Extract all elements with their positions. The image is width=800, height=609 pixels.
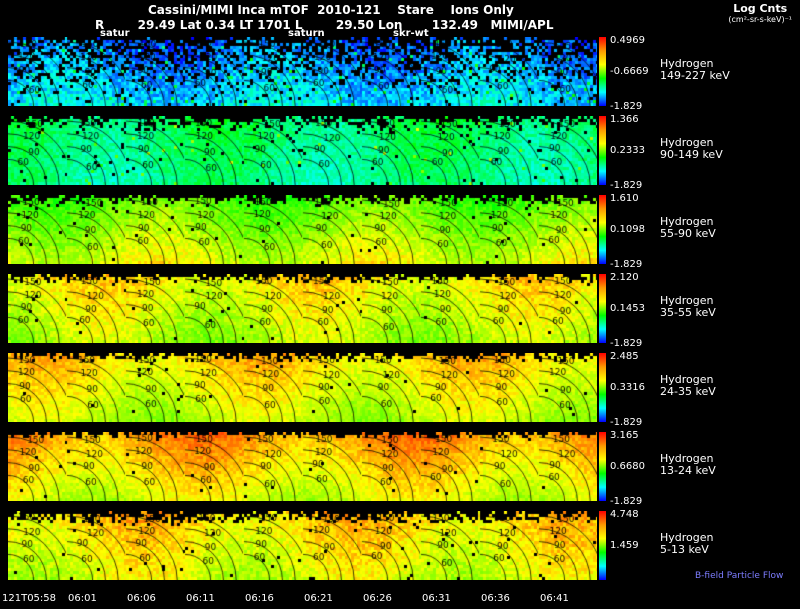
colorbar-max-label: 2.120 [610, 272, 639, 283]
colorbar-mid-label: -0.6669 [610, 66, 649, 77]
colorbar [599, 116, 606, 185]
energy-band-label: Hydrogen 90-149 keV [660, 136, 723, 161]
time-tick-label: 06:01 [68, 593, 97, 604]
colorbar-min-label: -1.829 [610, 496, 643, 507]
annotation-label: skr-wt [393, 28, 429, 39]
colorbar-max-label: 3.165 [610, 430, 639, 441]
time-tick-label: 06:26 [363, 593, 392, 604]
spectrogram-row-90-149-keV [8, 116, 597, 185]
colorbar-max-label: 4.748 [610, 509, 639, 520]
colorbar-units-title: Log Cnts (cm²-sr-s-keV)⁻¹ [728, 2, 792, 24]
energy-band-label: Hydrogen 35-55 keV [660, 294, 716, 319]
time-tick-label: 06:31 [422, 593, 451, 604]
colorbar-max-label: 2.485 [610, 351, 639, 362]
spectrogram-row-149-227-keV [8, 37, 597, 106]
energy-band-label: Hydrogen 5-13 keV [660, 531, 714, 556]
spectrogram-row-5-13-keV [8, 511, 597, 580]
time-tick-label: 06:16 [245, 593, 274, 604]
plot-title: Cassini/MIMI Inca mTOF 2010-121 Stare Io… [148, 3, 514, 17]
energy-band-label: Hydrogen 24-35 keV [660, 373, 716, 398]
ephemeris-line: R 29.49 Lat 0.34 LT 1701 L 29.50 Lon 132… [95, 18, 554, 32]
colorbar-mid-label: 0.3316 [610, 382, 645, 393]
colorbar-mid-label: 1.459 [610, 540, 639, 551]
time-tick-label: 121T05:58 [2, 593, 57, 604]
energy-band-label: Hydrogen 55-90 keV [660, 215, 716, 240]
energy-band-label: Hydrogen 149-227 keV [660, 57, 730, 82]
colorbar-min-label: -1.829 [610, 259, 643, 270]
spectrogram-row-55-90-keV [8, 195, 597, 264]
colorbar-min-label: -1.829 [610, 338, 643, 349]
colorbar [599, 353, 606, 422]
time-tick-label: 06:11 [186, 593, 215, 604]
energy-band-label: Hydrogen 13-24 keV [660, 452, 716, 477]
annotation-label: saturn [288, 28, 325, 39]
colorbar-min-label: -1.829 [610, 180, 643, 191]
colorbar [599, 37, 606, 106]
colorbar-max-label: 1.366 [610, 114, 639, 125]
colorbar [599, 432, 606, 501]
spectrogram-row-24-35-keV [8, 353, 597, 422]
time-tick-label: 06:06 [127, 593, 156, 604]
colorbar-mid-label: 0.1453 [610, 303, 645, 314]
colorbar-units-line2: (cm²-sr-s-keV)⁻¹ [728, 15, 792, 24]
time-tick-label: 06:21 [304, 593, 333, 604]
time-tick-label: 06:41 [540, 593, 569, 604]
colorbar [599, 274, 606, 343]
annotation-label: satur [100, 28, 130, 39]
colorbar-units-line1: Log Cnts [733, 2, 788, 15]
colorbar-min-label: -1.829 [610, 417, 643, 428]
time-axis: 121T05:58 06:01 06:06 06:11 06:16 06:21 06:26 0… [0, 593, 800, 607]
colorbar-mid-label: 0.1098 [610, 224, 645, 235]
colorbar-min-label: -1.829 [610, 101, 643, 112]
colorbar-max-label: 1.610 [610, 193, 639, 204]
colorbar [599, 511, 606, 580]
bfield-note: B-field Particle Flow [695, 571, 784, 581]
colorbar [599, 195, 606, 264]
time-tick-label: 06:36 [481, 593, 510, 604]
colorbar-mid-label: 0.2333 [610, 145, 645, 156]
spectrogram-row-13-24-keV [8, 432, 597, 501]
colorbar-mid-label: 0.6680 [610, 461, 645, 472]
colorbar-max-label: 0.4969 [610, 35, 645, 46]
spectrogram-row-35-55-keV [8, 274, 597, 343]
